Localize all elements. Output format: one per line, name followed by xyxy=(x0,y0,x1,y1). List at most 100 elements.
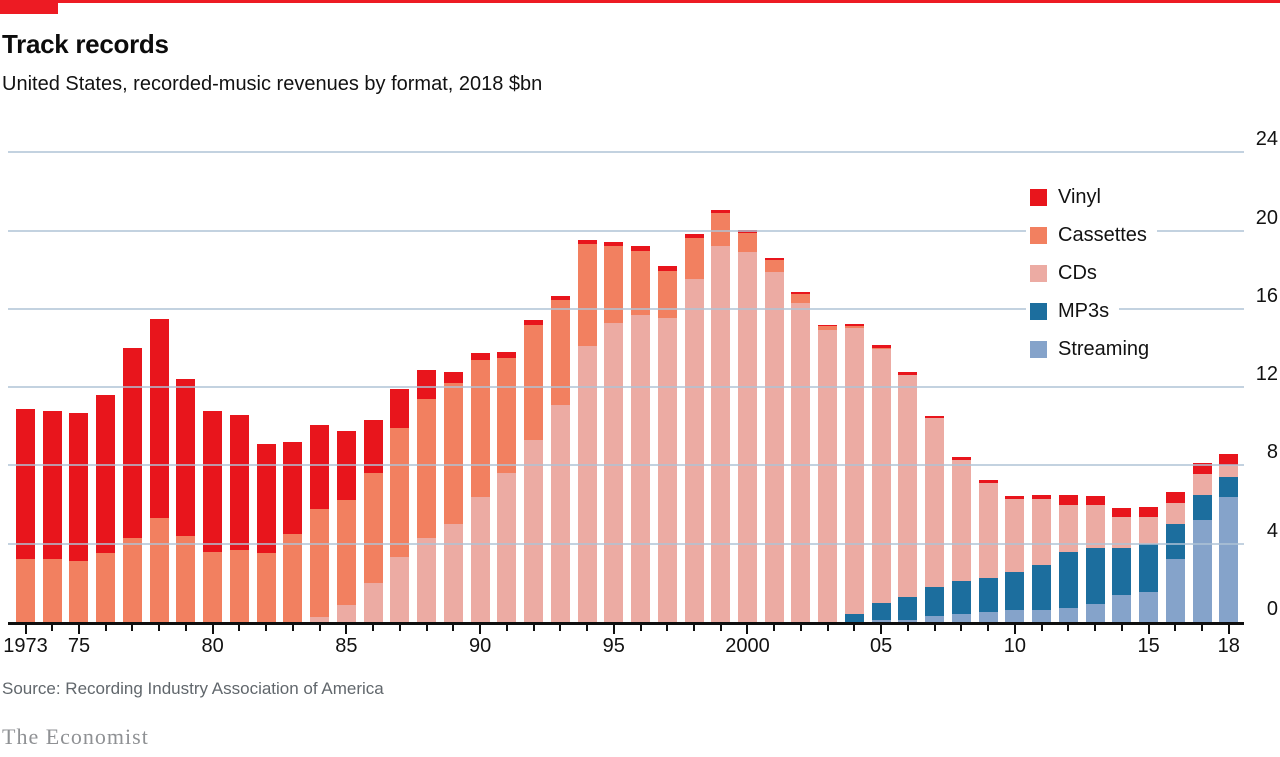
bar-1995 xyxy=(604,242,624,622)
segment-vinyl-2014 xyxy=(1112,507,1132,518)
segment-cassettes-1982 xyxy=(256,553,276,622)
segment-cds-1988 xyxy=(417,537,437,622)
x-tick-1981 xyxy=(238,625,241,631)
segment-cassettes-2004 xyxy=(844,326,864,329)
bar-2012 xyxy=(1058,494,1078,622)
segment-vinyl-1973 xyxy=(16,408,35,560)
x-tick-2016 xyxy=(1174,625,1177,631)
segment-cassettes-1987 xyxy=(390,428,410,558)
bar-2010 xyxy=(1005,495,1025,622)
segment-streaming-2011 xyxy=(1032,610,1052,622)
bar-2002 xyxy=(791,292,811,622)
segment-cds-2005 xyxy=(871,348,891,604)
x-tick-1999 xyxy=(719,625,722,631)
segment-cds-1995 xyxy=(604,322,624,622)
x-tick-1982 xyxy=(265,625,268,631)
gridline-4 xyxy=(8,542,1244,545)
gridline-24 xyxy=(8,151,1244,154)
segment-cassettes-1980 xyxy=(203,551,223,622)
segment-vinyl-2016 xyxy=(1165,491,1185,503)
x-axis-baseline xyxy=(8,622,1244,625)
x-tick-2017 xyxy=(1201,625,1204,631)
segment-cds-1998 xyxy=(684,279,704,622)
legend-swatch-streaming xyxy=(1030,340,1047,358)
segment-cassettes-1986 xyxy=(363,473,383,583)
segment-streaming-2017 xyxy=(1192,520,1212,622)
segment-cds-2008 xyxy=(951,459,971,581)
segment-vinyl-2002 xyxy=(791,292,811,295)
segment-cassettes-1975 xyxy=(69,561,89,622)
bar-2001 xyxy=(764,257,784,622)
bar-2000 xyxy=(737,229,757,622)
bar-2016 xyxy=(1165,491,1185,622)
x-axis-label-1980: 80 xyxy=(201,635,224,657)
segment-cassettes-1990 xyxy=(470,359,490,497)
segment-vinyl-1980 xyxy=(203,410,223,552)
segment-cassettes-1988 xyxy=(417,398,437,538)
x-tick-1988 xyxy=(425,625,428,631)
bar-2011 xyxy=(1032,494,1052,622)
segment-cds-2003 xyxy=(818,330,838,622)
segment-streaming-2008 xyxy=(951,614,971,622)
segment-cassettes-1977 xyxy=(122,537,142,622)
bar-1985 xyxy=(336,431,356,622)
segment-streaming-2010 xyxy=(1005,610,1025,622)
segment-cds-2011 xyxy=(1032,498,1052,566)
bar-2004 xyxy=(844,323,864,622)
segment-cds-2017 xyxy=(1192,474,1212,495)
segment-vinyl-2006 xyxy=(898,372,918,376)
segment-vinyl-1981 xyxy=(229,414,249,550)
segment-cds-2015 xyxy=(1139,517,1159,544)
segment-cds-2002 xyxy=(791,302,811,622)
bar-1984 xyxy=(310,425,330,622)
segment-mp3s-2017 xyxy=(1192,494,1212,521)
segment-streaming-2014 xyxy=(1112,594,1132,622)
segment-cassettes-1976 xyxy=(96,553,116,622)
gridline-12 xyxy=(8,386,1244,389)
x-axis-label-2005: 05 xyxy=(870,635,893,657)
segment-streaming-2016 xyxy=(1165,559,1185,622)
bar-1990 xyxy=(470,352,490,622)
bar-2005 xyxy=(871,345,891,622)
segment-cassettes-1981 xyxy=(229,549,249,622)
segment-cds-2006 xyxy=(898,375,918,597)
segment-vinyl-1989 xyxy=(443,372,463,384)
segment-streaming-2007 xyxy=(925,616,945,622)
gridline-20 xyxy=(8,229,1244,232)
x-tick-1990 xyxy=(479,625,482,634)
segment-vinyl-2015 xyxy=(1139,506,1159,518)
x-tick-1976 xyxy=(104,625,107,631)
legend-label-mp3s: MP3s xyxy=(1058,299,1110,322)
segment-vinyl-1975 xyxy=(69,412,89,562)
bar-1987 xyxy=(390,389,410,622)
x-tick-1984 xyxy=(318,625,321,631)
segment-cassettes-1978 xyxy=(149,518,169,622)
y-axis-label-0: 0 xyxy=(1266,598,1278,620)
segment-cds-2018 xyxy=(1219,465,1239,478)
segment-cds-1990 xyxy=(470,496,490,622)
segment-cds-1991 xyxy=(497,473,517,622)
gridline-8 xyxy=(8,464,1244,467)
segment-cds-1999 xyxy=(711,246,731,622)
x-tick-1987 xyxy=(398,625,401,631)
bar-1983 xyxy=(283,441,303,622)
legend-item-mp3s: MP3s xyxy=(1026,292,1120,330)
segment-mp3s-2018 xyxy=(1219,477,1239,497)
segment-cassettes-1979 xyxy=(176,535,196,622)
legend-label-vinyl: Vinyl xyxy=(1058,185,1101,208)
segment-vinyl-2001 xyxy=(764,257,784,260)
segment-vinyl-2008 xyxy=(951,456,971,460)
segment-mp3s-2010 xyxy=(1005,572,1025,611)
segment-cds-1992 xyxy=(524,439,544,622)
bar-1992 xyxy=(524,319,544,622)
bar-2003 xyxy=(818,324,838,622)
bar-1974 xyxy=(42,410,62,622)
segment-mp3s-2009 xyxy=(978,577,998,613)
segment-vinyl-2004 xyxy=(844,323,864,327)
bar-1989 xyxy=(443,372,463,622)
legend-label-streaming: Streaming xyxy=(1058,337,1150,360)
segment-streaming-2012 xyxy=(1058,608,1078,622)
segment-vinyl-1997 xyxy=(657,265,677,271)
segment-cds-2001 xyxy=(764,271,784,622)
